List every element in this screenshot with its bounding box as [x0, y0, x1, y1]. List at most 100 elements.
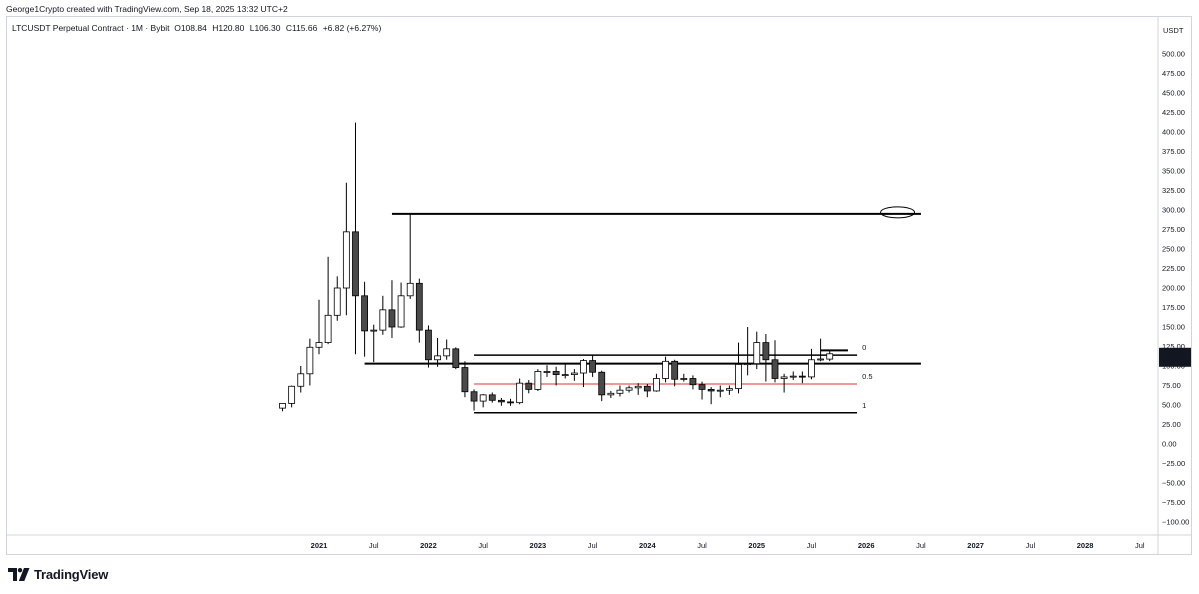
candle-body[interactable] [726, 388, 733, 391]
candle-body[interactable] [771, 359, 779, 379]
x-tick-label: Jul [588, 541, 598, 550]
y-tick-label: 0.00 [1162, 440, 1177, 449]
candle-body[interactable] [744, 363, 752, 366]
tradingview-brand: TradingView [34, 567, 109, 582]
candle-body[interactable] [689, 378, 697, 386]
candle-body[interactable] [279, 403, 286, 409]
candle-body[interactable] [653, 378, 660, 392]
candle-body[interactable] [580, 360, 587, 374]
y-tick-label: −25.00 [1162, 459, 1185, 468]
candle-body[interactable] [707, 388, 715, 392]
x-tick-label: 2021 [311, 541, 328, 550]
candle-body[interactable] [288, 385, 296, 404]
y-tick-label: 250.00 [1162, 245, 1185, 254]
y-tick-label: 300.00 [1162, 206, 1185, 215]
candle-body[interactable] [598, 371, 606, 396]
candle-body[interactable] [798, 375, 806, 378]
candle-body[interactable] [306, 346, 314, 375]
candle-body[interactable] [352, 231, 359, 297]
candle-body[interactable] [297, 373, 305, 387]
y-tick-label: 225.00 [1162, 264, 1185, 273]
candle-body[interactable] [561, 374, 569, 376]
candle-body[interactable] [370, 329, 378, 332]
candle-body[interactable] [379, 309, 387, 331]
y-tick-label: 500.00 [1162, 50, 1185, 59]
y-tick-label: 425.00 [1162, 108, 1185, 117]
legend-low: L106.30 [249, 23, 281, 33]
candle-body[interactable] [826, 353, 834, 360]
candle-body[interactable] [488, 394, 496, 401]
candle-body[interactable] [817, 358, 824, 361]
legend-change: +6.82 (+6.27%) [322, 23, 382, 33]
y-tick-label: −100.00 [1162, 518, 1189, 527]
y-tick-label: 175.00 [1162, 303, 1185, 312]
candle-body[interactable] [534, 371, 542, 390]
legend-close: C115.66 [285, 23, 318, 33]
candle-body[interactable] [452, 348, 460, 368]
candle-body[interactable] [570, 372, 578, 375]
candle-body[interactable] [342, 231, 350, 289]
candle-body[interactable] [716, 389, 724, 392]
current-price-tag[interactable] [1159, 347, 1191, 367]
candle-body[interactable] [525, 382, 533, 390]
candle-body[interactable] [406, 282, 414, 297]
x-tick-label: 2025 [748, 541, 765, 550]
candle-body[interactable] [698, 384, 706, 390]
candle-body[interactable] [388, 309, 396, 328]
y-tick-label: 475.00 [1162, 69, 1185, 78]
y-tick-label: 450.00 [1162, 89, 1185, 98]
candle-body[interactable] [625, 387, 633, 391]
candle-body[interactable] [461, 367, 469, 393]
y-tick-label: 75.00 [1162, 381, 1181, 390]
candle-body[interactable] [543, 371, 551, 373]
current-price-value: 115.66 [1164, 349, 1187, 358]
candle-body[interactable] [762, 342, 770, 361]
legend-open: O108.84 [174, 23, 207, 33]
candle-body[interactable] [789, 375, 797, 378]
ellipse-annotation[interactable] [880, 206, 916, 219]
y-tick-label: 125.00 [1162, 342, 1185, 351]
candle-body[interactable] [808, 359, 815, 378]
candle-body[interactable] [662, 360, 669, 379]
candle-body[interactable] [415, 282, 423, 331]
candle-body[interactable] [607, 392, 615, 396]
y-tick-label: 150.00 [1162, 323, 1185, 332]
x-tick-label: Jul [916, 541, 926, 550]
candle-body[interactable] [735, 364, 742, 390]
symbol-legend: LTCUSDT Perpetual Contract · 1M · Bybit … [12, 23, 384, 33]
candle-body[interactable] [333, 287, 341, 316]
candle-body[interactable] [397, 295, 405, 328]
x-tick-label: Jul [1135, 541, 1145, 550]
x-tick-label: Jul [478, 541, 488, 550]
candle-body[interactable] [634, 385, 642, 389]
fib-level-label: 1 [862, 401, 866, 410]
y-tick-label: 275.00 [1162, 225, 1185, 234]
candle-body[interactable] [315, 342, 323, 348]
fib-level-label: 0 [862, 343, 866, 352]
x-tick-label: Jul [1026, 541, 1036, 550]
candle-body[interactable] [497, 399, 505, 403]
candle-body[interactable] [361, 295, 369, 332]
candle-body[interactable] [671, 360, 679, 380]
candle-body[interactable] [324, 314, 332, 343]
x-tick-label: Jul [369, 541, 379, 550]
candle-body[interactable] [479, 394, 487, 402]
candle-body[interactable] [680, 378, 688, 380]
candle-body[interactable] [589, 360, 596, 373]
candle-body[interactable] [434, 355, 441, 361]
candle-body[interactable] [643, 385, 651, 392]
candle-body[interactable] [780, 376, 788, 379]
candle-body[interactable] [425, 329, 432, 361]
y-tick-label: −50.00 [1162, 479, 1185, 488]
candle-body[interactable] [507, 401, 514, 404]
candle-body[interactable] [552, 371, 560, 375]
x-tick-label: 2027 [967, 541, 984, 550]
candle-body[interactable] [616, 389, 624, 394]
candle-body[interactable] [443, 348, 451, 357]
candle-body[interactable] [516, 382, 524, 404]
candle-body[interactable] [470, 391, 478, 402]
tradingview-logo[interactable]: TradingView [8, 567, 108, 582]
tradingview-logo-icon [8, 568, 30, 581]
candle-body[interactable] [753, 342, 761, 365]
